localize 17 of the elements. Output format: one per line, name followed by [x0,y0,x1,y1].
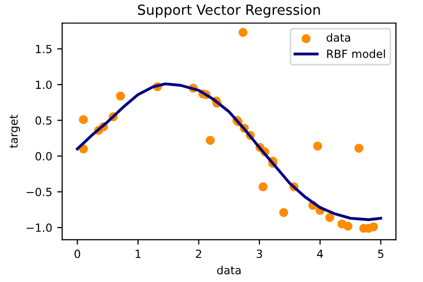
x-axis-title: data [217,266,241,274]
y-tick-label: 0.0 [36,152,52,160]
x-tick-label: 4 [317,250,323,258]
x-tick-label: 1 [136,250,141,258]
y-axis-title: target [10,114,20,148]
x-tick-label: 5 [378,250,384,258]
x-tick-label: 0 [74,250,80,258]
legend-label: data [326,33,350,42]
y-tick-label: 0.5 [36,116,52,125]
x-tick-label: 2 [196,250,202,258]
y-tick-label: 1.5 [36,44,52,54]
y-tick-label: 1.0 [36,80,52,89]
y-tick-label: −0.5 [26,188,52,196]
legend-label: RBF model [327,49,385,58]
y-tick-label: −1.0 [26,224,52,232]
chart-title: Support Vector Regression [138,4,320,18]
x-tick-label: 3 [256,250,262,258]
